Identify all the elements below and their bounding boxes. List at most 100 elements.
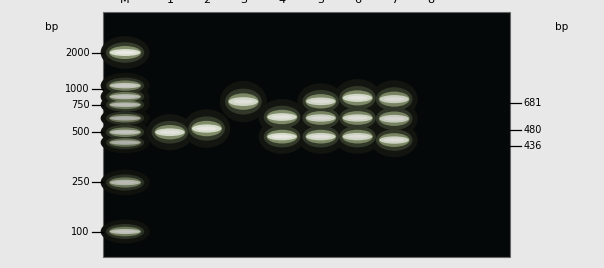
Ellipse shape bbox=[188, 116, 225, 141]
Ellipse shape bbox=[297, 101, 344, 135]
Ellipse shape bbox=[106, 111, 144, 125]
Ellipse shape bbox=[384, 138, 405, 142]
Text: M: M bbox=[120, 0, 130, 5]
Ellipse shape bbox=[343, 114, 372, 122]
Ellipse shape bbox=[106, 136, 144, 149]
Ellipse shape bbox=[106, 224, 144, 239]
Ellipse shape bbox=[114, 51, 136, 54]
Ellipse shape bbox=[310, 99, 331, 103]
Ellipse shape bbox=[306, 94, 336, 109]
Text: 500: 500 bbox=[71, 127, 89, 137]
Ellipse shape bbox=[110, 102, 140, 107]
Ellipse shape bbox=[114, 104, 136, 106]
Ellipse shape bbox=[343, 94, 372, 102]
Text: 750: 750 bbox=[71, 100, 89, 110]
Ellipse shape bbox=[159, 131, 180, 134]
Ellipse shape bbox=[379, 115, 409, 122]
Ellipse shape bbox=[183, 109, 230, 148]
Ellipse shape bbox=[106, 42, 144, 63]
Ellipse shape bbox=[106, 77, 144, 94]
Text: 7: 7 bbox=[391, 0, 398, 5]
Ellipse shape bbox=[109, 177, 141, 188]
Ellipse shape bbox=[376, 87, 413, 111]
Ellipse shape bbox=[101, 85, 150, 109]
Ellipse shape bbox=[101, 107, 150, 129]
Ellipse shape bbox=[106, 125, 144, 140]
Ellipse shape bbox=[110, 83, 140, 88]
Text: 5: 5 bbox=[317, 0, 324, 5]
Ellipse shape bbox=[334, 120, 381, 154]
Text: 2: 2 bbox=[203, 0, 210, 5]
Ellipse shape bbox=[347, 96, 368, 100]
Bar bbox=[103, 12, 510, 257]
Ellipse shape bbox=[109, 138, 141, 147]
Text: 3: 3 bbox=[240, 0, 247, 5]
Ellipse shape bbox=[347, 135, 368, 138]
Ellipse shape bbox=[101, 219, 150, 244]
Ellipse shape bbox=[306, 130, 336, 143]
Ellipse shape bbox=[228, 93, 259, 110]
Text: 681: 681 bbox=[524, 98, 542, 108]
Text: 2000: 2000 bbox=[65, 47, 89, 58]
Ellipse shape bbox=[114, 131, 136, 133]
Ellipse shape bbox=[272, 115, 292, 119]
Ellipse shape bbox=[155, 128, 185, 136]
Ellipse shape bbox=[114, 95, 136, 98]
Text: 1: 1 bbox=[167, 0, 173, 5]
Text: 4: 4 bbox=[278, 0, 286, 5]
Ellipse shape bbox=[101, 120, 150, 144]
Ellipse shape bbox=[376, 129, 413, 151]
Ellipse shape bbox=[259, 99, 306, 135]
Ellipse shape bbox=[109, 227, 141, 236]
Ellipse shape bbox=[110, 130, 140, 135]
Ellipse shape bbox=[306, 133, 335, 140]
Ellipse shape bbox=[101, 36, 150, 69]
Ellipse shape bbox=[114, 181, 136, 184]
Ellipse shape bbox=[371, 80, 418, 118]
Text: 1000: 1000 bbox=[65, 84, 89, 94]
Ellipse shape bbox=[110, 140, 140, 145]
Ellipse shape bbox=[192, 124, 221, 133]
Ellipse shape bbox=[101, 94, 150, 116]
Ellipse shape bbox=[109, 80, 141, 91]
Ellipse shape bbox=[110, 94, 140, 99]
Ellipse shape bbox=[379, 95, 409, 103]
Ellipse shape bbox=[379, 136, 409, 144]
Ellipse shape bbox=[310, 116, 331, 120]
Ellipse shape bbox=[264, 126, 300, 147]
Ellipse shape bbox=[109, 92, 141, 102]
Ellipse shape bbox=[106, 89, 144, 104]
Ellipse shape bbox=[191, 121, 222, 136]
Ellipse shape bbox=[303, 90, 339, 113]
Ellipse shape bbox=[297, 83, 344, 119]
Ellipse shape bbox=[266, 110, 298, 124]
Ellipse shape bbox=[268, 133, 297, 140]
Ellipse shape bbox=[110, 49, 140, 56]
Ellipse shape bbox=[306, 111, 336, 125]
Ellipse shape bbox=[268, 113, 297, 121]
Ellipse shape bbox=[384, 97, 405, 101]
Text: bp: bp bbox=[555, 22, 568, 32]
Ellipse shape bbox=[114, 142, 136, 144]
Text: 100: 100 bbox=[71, 226, 89, 237]
Ellipse shape bbox=[343, 133, 372, 140]
Ellipse shape bbox=[114, 84, 136, 87]
Ellipse shape bbox=[334, 101, 381, 135]
Ellipse shape bbox=[101, 132, 150, 153]
Text: 250: 250 bbox=[71, 177, 89, 188]
Ellipse shape bbox=[101, 73, 150, 99]
Ellipse shape bbox=[379, 133, 410, 147]
Ellipse shape bbox=[297, 120, 344, 154]
Text: 480: 480 bbox=[524, 125, 542, 135]
Ellipse shape bbox=[379, 92, 410, 107]
Ellipse shape bbox=[371, 101, 418, 137]
Ellipse shape bbox=[155, 125, 185, 139]
Ellipse shape bbox=[152, 121, 188, 144]
Text: 436: 436 bbox=[524, 141, 542, 151]
Ellipse shape bbox=[310, 135, 331, 138]
Ellipse shape bbox=[264, 106, 300, 128]
Ellipse shape bbox=[106, 98, 144, 112]
Ellipse shape bbox=[259, 120, 306, 154]
Ellipse shape bbox=[339, 86, 376, 110]
Ellipse shape bbox=[347, 116, 368, 120]
